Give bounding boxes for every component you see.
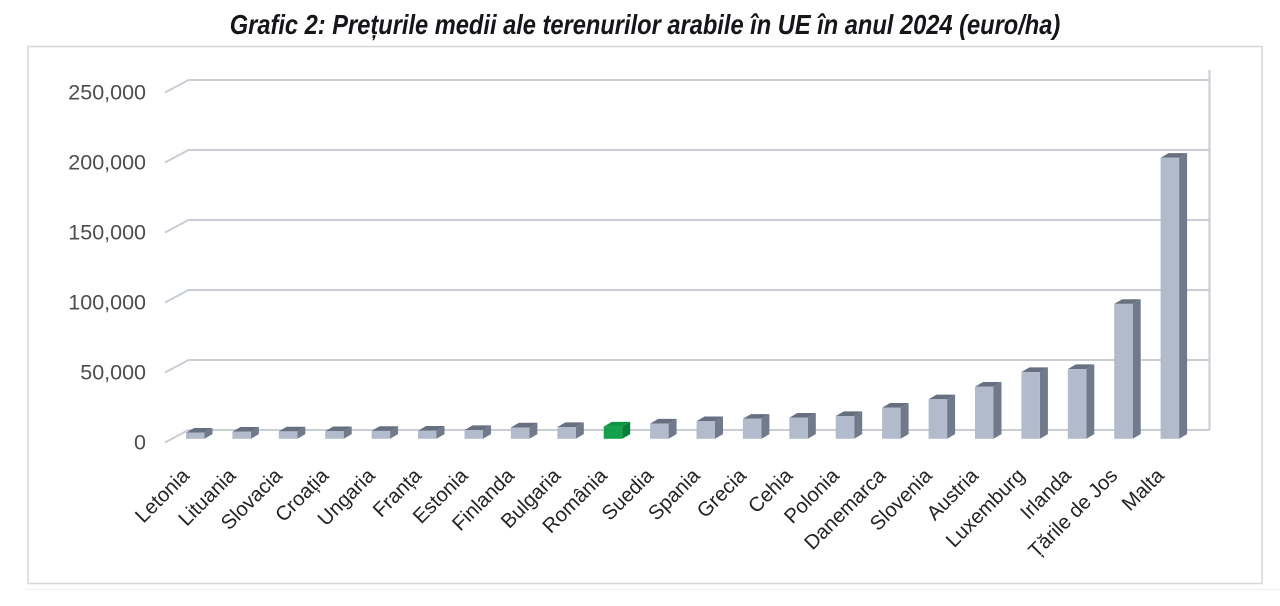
- svg-text:0: 0: [134, 431, 146, 455]
- svg-text:250,000: 250,000: [68, 81, 146, 105]
- svg-text:150,000: 150,000: [68, 221, 146, 245]
- svg-text:50,000: 50,000: [80, 361, 146, 385]
- svg-text:100,000: 100,000: [68, 291, 146, 315]
- svg-text:Grafic 2: Prețurile medii ale: Grafic 2: Prețurile medii ale terenurilo…: [230, 10, 1061, 40]
- svg-text:200,000: 200,000: [68, 151, 146, 175]
